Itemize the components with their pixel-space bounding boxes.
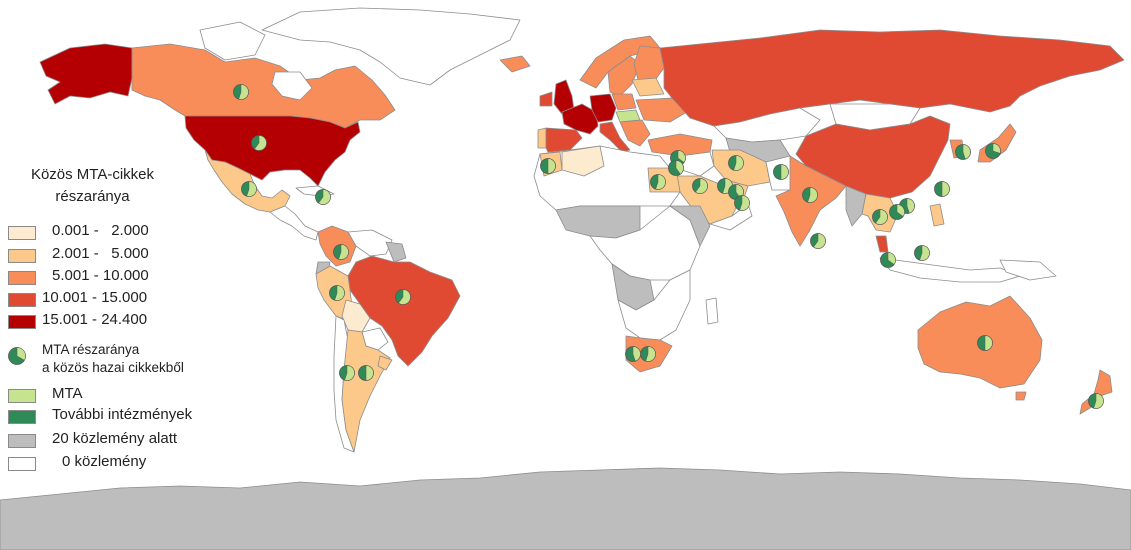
- pie-marker: [914, 245, 930, 261]
- iceland: [499, 55, 531, 73]
- greenland: [261, 7, 521, 86]
- pie-mta-slice: [875, 209, 888, 225]
- pie-mta-slice: [695, 178, 708, 194]
- argentina: [341, 329, 391, 453]
- pie-marker: [985, 143, 1001, 159]
- pie-mta-slice: [941, 181, 950, 197]
- pie-mta-slice: [338, 244, 349, 260]
- pie-marker: [315, 189, 331, 205]
- pie-marker: [889, 204, 905, 220]
- portugal: [537, 127, 547, 149]
- pie-marker: [640, 346, 656, 362]
- pie-mta-slice: [398, 289, 411, 305]
- new-zealand: [1079, 369, 1113, 415]
- pie-mta-slice: [547, 158, 556, 174]
- pie-mta-slice: [254, 135, 267, 151]
- pie-mta-slice: [675, 160, 684, 175]
- algeria-tunisia: [561, 145, 605, 177]
- pie-mta-slice: [984, 335, 993, 351]
- pie-marker: [668, 160, 684, 176]
- pie-marker: [650, 174, 666, 190]
- pie-marker: [880, 252, 896, 268]
- pie-mta-slice: [813, 233, 826, 249]
- pie-mta-slice: [645, 346, 656, 362]
- venezuela: [347, 229, 393, 257]
- pie-marker: [540, 158, 556, 174]
- pie-marker: [802, 187, 818, 203]
- pie-mta-slice: [887, 252, 896, 265]
- pie-marker: [810, 233, 826, 249]
- tasmania: [1015, 391, 1027, 401]
- alaska: [39, 43, 133, 105]
- pie-mta-slice: [238, 84, 249, 100]
- pie-mta-slice: [906, 198, 915, 214]
- pie-marker: [1088, 393, 1104, 409]
- sahel: [555, 205, 641, 239]
- pie-marker: [358, 365, 374, 381]
- pie-marker: [977, 335, 993, 351]
- pie-marker: [339, 365, 355, 381]
- guianas: [385, 241, 407, 263]
- pie-marker: [872, 209, 888, 225]
- pie-mta-slice: [992, 143, 1001, 154]
- pie-mta-slice: [780, 164, 789, 180]
- usa: [184, 115, 361, 187]
- mexico: [204, 149, 291, 213]
- pie-mta-slice: [344, 365, 355, 381]
- belarus-baltics: [631, 77, 665, 97]
- canada: [131, 43, 396, 129]
- pie-marker: [233, 84, 249, 100]
- pie-mta-slice: [919, 245, 930, 261]
- pie-marker: [333, 244, 349, 260]
- madagascar: [705, 297, 719, 325]
- pie-mta-slice: [739, 195, 750, 211]
- malaysia: [875, 235, 889, 253]
- pie-marker: [734, 195, 750, 211]
- germany: [589, 93, 617, 123]
- pie-marker: [395, 289, 411, 305]
- ukraine: [635, 97, 691, 123]
- pie-marker: [955, 144, 971, 160]
- pie-marker: [251, 135, 267, 151]
- pie-mta-slice: [318, 189, 331, 205]
- pie-mta-slice: [733, 155, 744, 171]
- myanmar: [845, 185, 867, 227]
- papua: [999, 259, 1057, 281]
- southern-africa: [617, 269, 691, 341]
- pie-mta-slice: [896, 204, 905, 217]
- ireland: [539, 91, 553, 107]
- pie-marker: [241, 181, 257, 197]
- pie-markers: [233, 84, 1104, 409]
- east-africa: [669, 205, 711, 247]
- balkans: [619, 119, 651, 147]
- pie-marker: [934, 181, 950, 197]
- pie-mta-slice: [246, 181, 257, 197]
- uruguay: [377, 355, 393, 371]
- pie-mta-slice: [677, 150, 686, 163]
- spain: [545, 127, 583, 153]
- philippines: [929, 203, 945, 227]
- pie-marker: [692, 178, 708, 194]
- pie-mta-slice: [655, 174, 666, 190]
- pie-marker: [329, 285, 345, 301]
- sweden: [607, 55, 641, 97]
- pie-mta-slice: [365, 365, 374, 381]
- canada-arctic: [199, 21, 266, 61]
- antarctica: [0, 467, 1131, 550]
- pie-marker: [625, 346, 641, 362]
- poland: [611, 93, 637, 111]
- pie-marker: [773, 164, 789, 180]
- pie-marker: [728, 155, 744, 171]
- pie-mta-slice: [632, 346, 641, 362]
- france: [561, 103, 599, 135]
- pie-mta-slice: [334, 285, 345, 301]
- hudson-bay: [271, 71, 313, 101]
- pie-mta-slice: [962, 144, 971, 160]
- indonesia: [879, 257, 1021, 283]
- pie-mta-slice: [1093, 393, 1104, 409]
- central-america: [269, 205, 319, 241]
- pie-mta-slice: [807, 187, 818, 203]
